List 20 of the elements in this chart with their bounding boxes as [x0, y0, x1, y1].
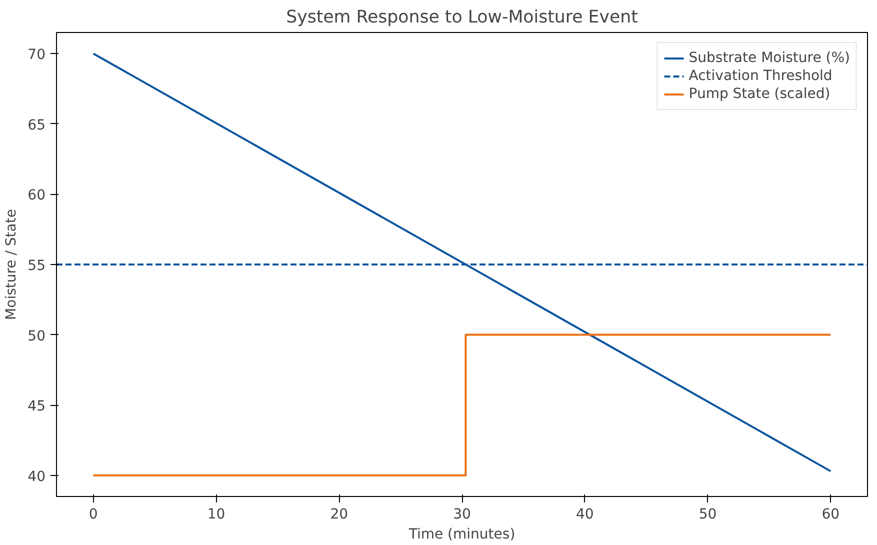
x-tick-label: 50: [698, 506, 717, 522]
y-tick-label: 65: [28, 117, 46, 134]
chart-title: System Response to Low-Moisture Event: [286, 8, 638, 28]
y-tick-label: 50: [28, 328, 46, 344]
y-tick-label: 60: [28, 188, 46, 204]
legend-label: Activation Threshold: [688, 67, 832, 85]
legend-label: Substrate Moisture (%): [688, 49, 850, 67]
x-tick-label: 0: [88, 506, 98, 522]
x-tick-label: 20: [330, 506, 348, 522]
y-tick-label: 45: [28, 398, 46, 415]
x-tick-label: 60: [822, 506, 840, 522]
x-tick-label: 10: [207, 506, 226, 522]
y-tick-label: 55: [28, 258, 46, 274]
x-axis-title: Time (minutes): [408, 526, 516, 542]
y-tick-label: 70: [28, 47, 46, 64]
y-tick-label: 40: [28, 468, 46, 485]
x-tick-label: 30: [453, 506, 471, 522]
legend-label: Pump State (scaled): [688, 85, 830, 103]
x-tick-label: 40: [576, 506, 594, 522]
y-axis-title: Moisture / State: [4, 209, 20, 320]
